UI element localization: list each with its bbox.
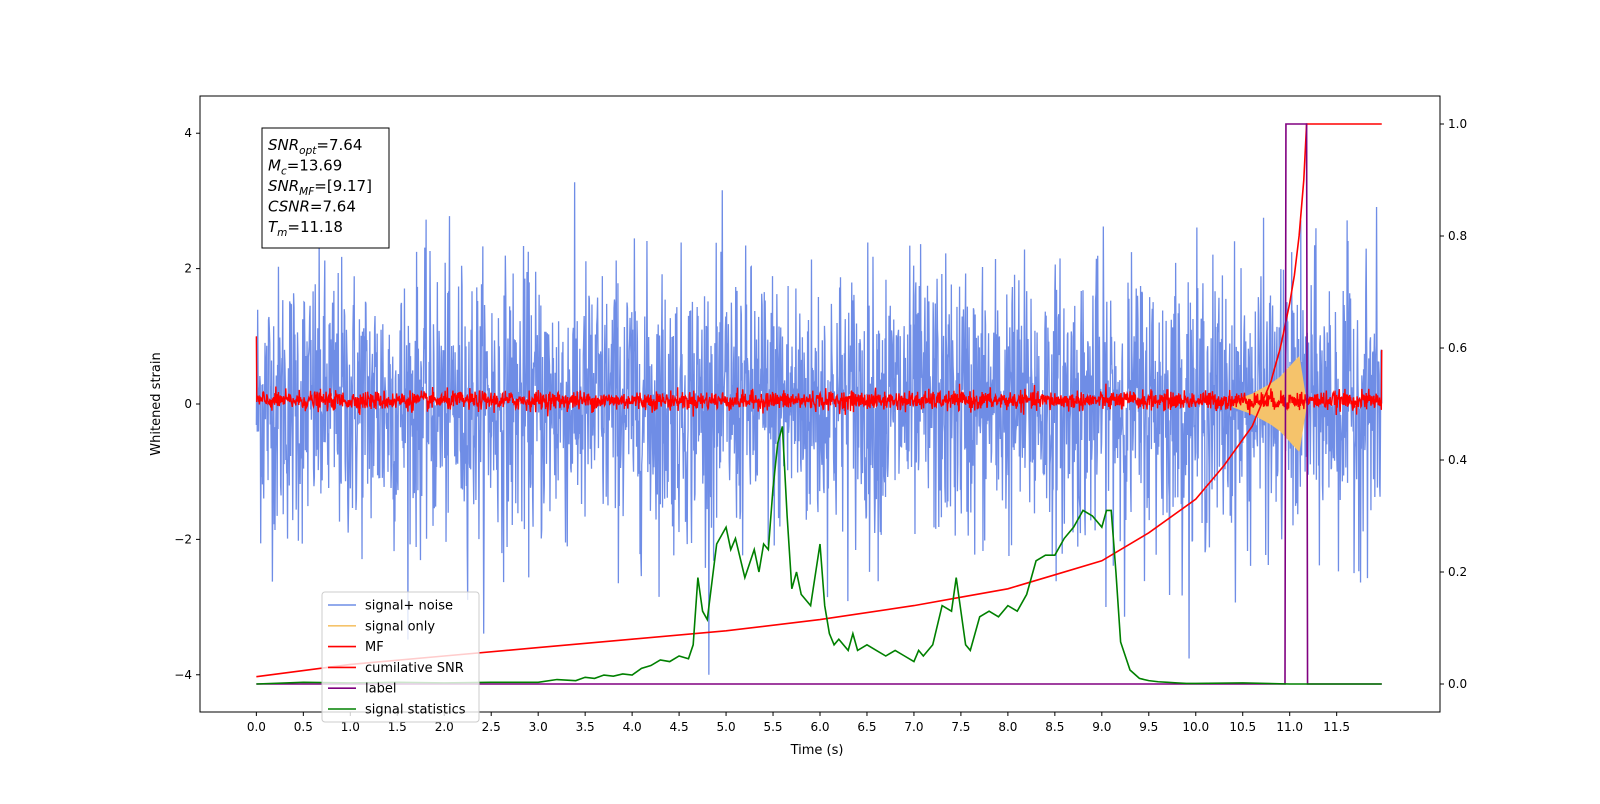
x-tick-label: 0.0 — [247, 720, 266, 734]
legend-signal-statistics: signal statistics — [328, 703, 466, 718]
y-axis-label: Whitened strain — [149, 352, 164, 455]
x-axis: 0.0 0.5 1.0 1.5 2.0 2.5 3.0 3.5 4.0 4.5 5.0 5.5 6.0 6… — [247, 712, 1350, 734]
x-axis-label: Time (s) — [790, 743, 844, 758]
x-tick-label: 0.5 — [294, 720, 313, 734]
x-tick-label: 2.0 — [435, 720, 454, 734]
x-tick-label: 5.0 — [717, 720, 736, 734]
series-cumulative-snr — [256, 123, 1382, 678]
annotation-line: Tm=11.18 — [268, 218, 343, 239]
annotation-line: SNRopt=7.64 — [268, 136, 362, 157]
legend-frame — [321, 591, 480, 723]
y-tick-label: 2 — [184, 262, 192, 276]
series-signal-statistics — [256, 426, 1382, 685]
y-axis-left: −4 −2 0 2 4 — [174, 126, 200, 682]
y2-tick-label: 0.8 — [1448, 229, 1467, 243]
x-tick-label: 7.5 — [951, 720, 970, 734]
y-tick-label: −4 — [174, 668, 192, 682]
legend-label-text: signal statistics — [365, 703, 466, 718]
legend-label-text: label — [365, 682, 396, 697]
x-tick-label: 6.5 — [857, 720, 876, 734]
x-tick-label: 9.0 — [1092, 720, 1111, 734]
y2-tick-label: 0.4 — [1448, 453, 1467, 467]
series-signal-noise — [255, 182, 1383, 675]
legend-label-text: signal+ noise — [365, 599, 453, 614]
y2-tick-label: 0.2 — [1448, 565, 1467, 579]
x-tick-label: 6.0 — [810, 720, 829, 734]
x-tick-label: 1.5 — [388, 720, 407, 734]
legend-signal-only: signal only — [328, 619, 435, 634]
x-tick-label: 7.0 — [904, 720, 923, 734]
legend-cumulative-snr: cumilative SNR — [328, 661, 464, 676]
annotation-line: SNRMF=[9.17] — [268, 177, 372, 198]
annotation-box: SNRopt=7.64Mc=13.69SNRMF=[9.17]CSNR=7.64… — [261, 127, 390, 249]
annotation-frame — [261, 127, 390, 249]
y-tick-label: 4 — [184, 126, 192, 140]
x-tick-label: 1.0 — [341, 720, 360, 734]
x-tick-label: 11.5 — [1323, 720, 1350, 734]
x-tick-label: 2.5 — [482, 720, 501, 734]
x-tick-label: 4.5 — [670, 720, 689, 734]
series-layer — [255, 123, 1383, 685]
annotation-line: CSNR=7.64 — [268, 198, 356, 216]
annotation-line: Mc=13.69 — [268, 157, 342, 178]
x-tick-label: 3.5 — [576, 720, 595, 734]
x-tick-label: 10.5 — [1229, 720, 1256, 734]
x-tick-label: 5.5 — [763, 720, 782, 734]
x-tick-label: 3.0 — [529, 720, 548, 734]
y2-tick-label: 0.6 — [1448, 341, 1467, 355]
y-tick-label: 0 — [184, 397, 192, 411]
x-tick-label: 10.0 — [1182, 720, 1209, 734]
legend-label-text: MF — [365, 640, 384, 655]
x-tick-label: 9.5 — [1139, 720, 1158, 734]
x-tick-label: 4.0 — [623, 720, 642, 734]
y2-tick-label: 0.0 — [1448, 677, 1467, 691]
y2-tick-label: 1.0 — [1448, 117, 1467, 131]
x-tick-label: 8.0 — [998, 720, 1017, 734]
y-tick-label: −2 — [174, 532, 192, 546]
x-tick-label: 11.0 — [1276, 720, 1303, 734]
y-axis-right: 0.0 0.2 0.4 0.6 0.8 1.0 — [1440, 117, 1467, 691]
legend-signal-noise: signal+ noise — [328, 599, 453, 614]
x-tick-label: 8.5 — [1045, 720, 1064, 734]
legend-mf: MF — [328, 640, 384, 655]
legend: signal+ noise signal only MF cumilative SNR… — [321, 591, 480, 723]
legend-label-text: cumilative SNR — [365, 661, 464, 676]
series-mf — [255, 336, 1383, 417]
legend-label-text: signal only — [365, 619, 435, 634]
legend-label: label — [328, 682, 396, 697]
